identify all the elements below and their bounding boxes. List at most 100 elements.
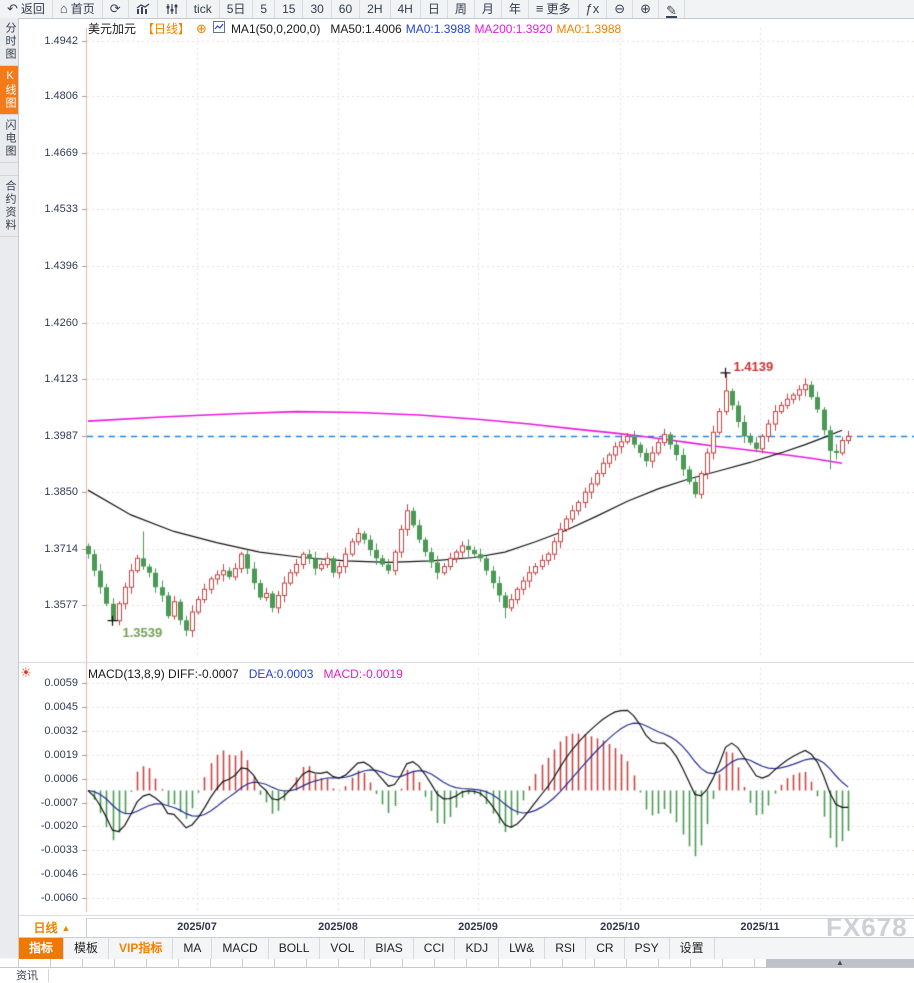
tab-settings[interactable]: 设置 bbox=[670, 938, 715, 959]
top-toolbar: ↶ 返回 ⌂ 首页 ⟳ tick 5日 5 15 30 60 2H 4H 日周月年 ≡ 更多 ƒx ⊖ ⊕ ✎ bbox=[0, 0, 914, 19]
period-15m-button[interactable]: 15 bbox=[275, 0, 304, 18]
toolbar-button-label: 月 bbox=[481, 2, 494, 16]
toolbar-button-label: 2H bbox=[367, 2, 383, 16]
add-indicator-icon[interactable]: ⊕ bbox=[196, 20, 207, 36]
period-30m-button[interactable]: 30 bbox=[303, 0, 332, 18]
time-axis-label: 2025/07 bbox=[177, 921, 217, 933]
toolbar-button-label: tick bbox=[193, 2, 212, 16]
scrollbar-up-arrow-icon: ▲ bbox=[836, 958, 844, 967]
ma-value-label: MA200:1.3920 bbox=[474, 21, 553, 36]
tab-ma[interactable]: MA bbox=[173, 938, 213, 959]
period-week-button[interactable]: 周 bbox=[448, 0, 475, 18]
tab-lw[interactable]: LW& bbox=[499, 938, 546, 959]
more-button[interactable]: ≡ 更多 bbox=[529, 0, 579, 18]
period-day-button[interactable]: 日 bbox=[421, 0, 448, 18]
macd-axis-label: 0.0045 bbox=[44, 701, 78, 713]
refresh-button[interactable]: ⟳ bbox=[103, 0, 129, 18]
ma-indicator-icon bbox=[212, 21, 225, 36]
macd-axis-label: 0.0032 bbox=[44, 725, 78, 737]
tab-macd[interactable]: MACD bbox=[212, 938, 269, 959]
price-axis-label: 1.3987 bbox=[44, 430, 78, 442]
sidebar-item-contract[interactable]: 合约资料 bbox=[0, 175, 18, 237]
time-axis-label: 2025/09 bbox=[458, 921, 498, 933]
toolbar-button-label: 周 bbox=[454, 2, 467, 16]
sidebar-item-kline[interactable]: K线图 bbox=[0, 66, 18, 115]
macd-axis-label: -0.0060 bbox=[40, 892, 78, 904]
period-tick-button[interactable]: tick bbox=[187, 0, 220, 18]
sliders-icon bbox=[165, 3, 179, 15]
formula-button[interactable]: ƒx bbox=[579, 0, 608, 18]
price-axis-label: 1.4806 bbox=[44, 90, 78, 102]
price-axis-label: 1.4396 bbox=[44, 260, 78, 272]
ma-value-label: MA0:1.3988 bbox=[405, 21, 471, 36]
period-tag: 【日线】 bbox=[142, 22, 191, 36]
time-axis-label: 2025/10 bbox=[600, 921, 640, 933]
macd-pane-header: MACD(13,8,9) DIFF:-0.0007 DEA:0.0003 MACD:… bbox=[88, 667, 403, 681]
price-axis-label: 1.4533 bbox=[44, 203, 78, 215]
ma-title: MA1(50,0,200,0) bbox=[230, 21, 321, 36]
tab-boll[interactable]: BOLL bbox=[269, 938, 321, 959]
price-axis-label: 1.3714 bbox=[44, 543, 78, 555]
period-year-button[interactable]: 年 bbox=[502, 0, 529, 18]
kline-chart-icon bbox=[136, 3, 150, 15]
kline-style-button[interactable] bbox=[129, 0, 158, 18]
back-button[interactable]: ↶ 返回 bbox=[0, 0, 53, 18]
tab-bias[interactable]: BIAS bbox=[365, 938, 414, 959]
price-axis-label: 1.4669 bbox=[44, 147, 78, 159]
zoom-out-button[interactable]: ⊖ bbox=[607, 0, 634, 18]
toolbar-button-label: 5日 bbox=[226, 2, 246, 16]
period-5d-button[interactable]: 5日 bbox=[220, 0, 254, 18]
back-arrow-icon: ↶ bbox=[7, 1, 18, 16]
tab-indicator[interactable]: 指标 bbox=[19, 938, 65, 959]
macd-axis-label: -0.0046 bbox=[40, 868, 78, 880]
sidebar-item-lightning[interactable]: 闪电图 bbox=[0, 115, 18, 163]
price-axis-label: 1.3850 bbox=[44, 486, 78, 498]
tab-psy[interactable]: PSY bbox=[625, 938, 670, 959]
symbol-name: 美元加元 bbox=[88, 22, 137, 36]
price-axis-label: 1.4123 bbox=[44, 373, 78, 385]
tab-kdj[interactable]: KDJ bbox=[455, 938, 500, 959]
ma-value-label: MA50:1.4006 bbox=[330, 21, 402, 36]
indicator-settings-icon[interactable]: ☀ bbox=[20, 665, 32, 680]
period-5m-button[interactable]: 5 bbox=[253, 0, 276, 18]
ma-value-label: MA0:1.3988 bbox=[556, 21, 622, 36]
macd-axis-label: 0.0019 bbox=[44, 749, 78, 761]
sidebar-item-timeshare[interactable]: 分时图 bbox=[0, 18, 18, 66]
period-2h-button[interactable]: 2H bbox=[360, 0, 391, 18]
scrollbar-handle[interactable]: ▲ bbox=[766, 959, 914, 967]
price-axis-label: 1.3577 bbox=[44, 599, 78, 611]
tab-rsi[interactable]: RSI bbox=[545, 938, 587, 959]
indicator-settings-button[interactable] bbox=[158, 0, 187, 18]
macd-axis-label: -0.0033 bbox=[40, 844, 78, 856]
macd-value-label: MACD(13,8,9) DIFF:-0.0007 bbox=[88, 667, 239, 681]
home-button[interactable]: ⌂ 首页 bbox=[53, 0, 103, 18]
draw-button[interactable]: ✎ bbox=[659, 0, 685, 18]
toolbar-button-label: 60 bbox=[338, 2, 353, 16]
toolbar-button-label: 15 bbox=[282, 2, 296, 16]
toolbar-button-label: 返回 bbox=[20, 2, 45, 16]
pencil-icon: ✎ bbox=[666, 2, 677, 18]
toolbar-button-label: 5 bbox=[260, 2, 268, 16]
time-axis-label: 2025/11 bbox=[740, 921, 780, 933]
tab-cr[interactable]: CR bbox=[586, 938, 625, 959]
period-selector-label: 日线 bbox=[33, 921, 58, 935]
zoom-in-button[interactable]: ⊕ bbox=[633, 0, 660, 18]
period-60m-button[interactable]: 60 bbox=[332, 0, 361, 18]
bottom-bar: 资讯 bbox=[0, 967, 914, 982]
period-selector[interactable]: 日线 ▲ bbox=[18, 918, 87, 937]
zoom-out-icon: ⊖ bbox=[614, 1, 626, 16]
toolbar-button-label: 日 bbox=[427, 2, 440, 16]
toolbar-button-label: 首页 bbox=[70, 2, 95, 16]
period-month-button[interactable]: 月 bbox=[475, 0, 502, 18]
tab-vol[interactable]: VOL bbox=[320, 938, 366, 959]
tab-template[interactable]: 模板 bbox=[64, 938, 110, 959]
tab-vip-indicator[interactable]: VIP指标 bbox=[109, 938, 174, 959]
time-axis-row bbox=[18, 918, 914, 938]
period-4h-button[interactable]: 4H bbox=[391, 0, 421, 18]
toolbar-button-label: 4H bbox=[397, 2, 413, 16]
news-tab[interactable]: 资讯 bbox=[6, 969, 49, 982]
tab-cci[interactable]: CCI bbox=[414, 938, 456, 959]
indicator-tabbar: 指标 模板 VIP指标 MA MACD BOLL VOL BIAS CCI KDJ LW& RSI CR… bbox=[0, 937, 914, 960]
